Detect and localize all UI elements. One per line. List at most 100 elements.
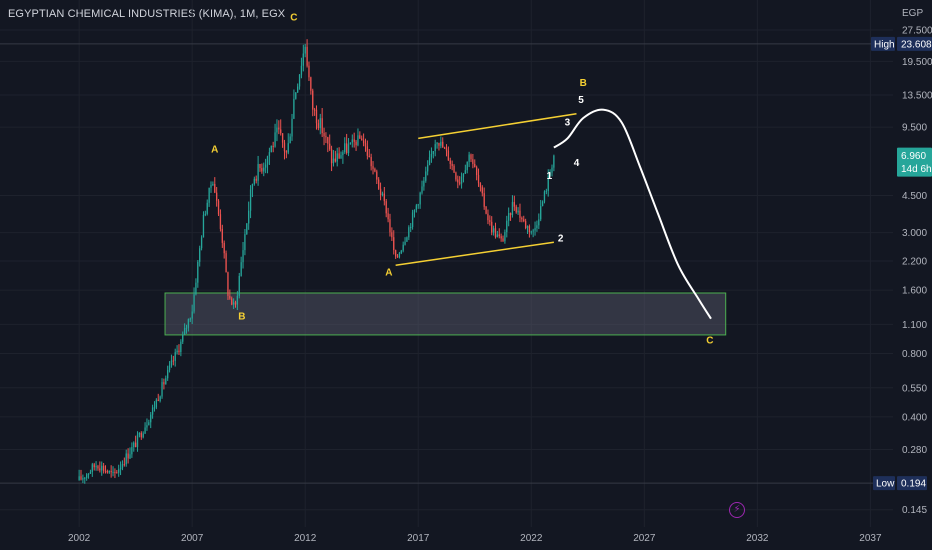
candle-body bbox=[82, 478, 84, 480]
candle-body bbox=[84, 477, 86, 479]
candle-body bbox=[131, 447, 133, 455]
candle-body bbox=[355, 141, 357, 146]
candle-body bbox=[325, 136, 327, 138]
candle-body bbox=[385, 201, 387, 214]
candle-body bbox=[438, 143, 440, 146]
candle-body bbox=[430, 153, 433, 158]
candle-body bbox=[483, 193, 485, 207]
candle-body bbox=[93, 464, 95, 468]
candle-body bbox=[144, 427, 146, 434]
candle-body bbox=[234, 302, 237, 305]
candle-body bbox=[278, 127, 280, 130]
candle-body bbox=[208, 187, 210, 203]
candle-body bbox=[387, 213, 389, 220]
y-tick-label: 27.500 bbox=[902, 25, 932, 36]
candle-body bbox=[215, 192, 218, 201]
y-tick-label: 0.550 bbox=[902, 383, 927, 394]
candle-body bbox=[300, 65, 303, 75]
candle-body bbox=[332, 158, 335, 164]
candle-body bbox=[462, 173, 465, 177]
candle-body bbox=[187, 319, 190, 328]
candle-body bbox=[411, 212, 414, 227]
candle-body bbox=[249, 189, 252, 211]
low-value: 0.194 bbox=[901, 479, 926, 490]
candle-body bbox=[302, 53, 304, 66]
candle-body bbox=[251, 183, 254, 190]
candle-body bbox=[161, 382, 163, 397]
candle-body bbox=[323, 133, 325, 137]
candle-body bbox=[114, 471, 116, 473]
candle-body bbox=[530, 231, 532, 233]
candle-body bbox=[238, 276, 240, 296]
wave-label-3: 3 bbox=[565, 117, 571, 128]
candle-body bbox=[146, 425, 148, 428]
x-tick-label: 2017 bbox=[407, 533, 430, 544]
candle-body bbox=[223, 242, 225, 254]
candle-body bbox=[151, 407, 154, 415]
candle-body bbox=[491, 221, 493, 233]
candle-body bbox=[242, 250, 244, 263]
projection-curve bbox=[553, 108, 712, 320]
candle-body bbox=[492, 228, 495, 233]
candle-body bbox=[359, 135, 361, 139]
candle-body bbox=[306, 46, 308, 66]
candle-body bbox=[342, 152, 344, 156]
candle-body bbox=[180, 341, 182, 352]
candle-body bbox=[419, 192, 421, 205]
candle-body bbox=[295, 92, 297, 99]
candle-body bbox=[280, 129, 282, 134]
candle-body bbox=[443, 147, 446, 149]
candle-body bbox=[468, 154, 470, 162]
candle-body bbox=[400, 250, 402, 254]
candle-body bbox=[140, 432, 142, 438]
candle-body bbox=[287, 143, 289, 153]
candlestick-series bbox=[78, 39, 555, 484]
candle-body bbox=[460, 176, 463, 184]
candle-body bbox=[272, 145, 274, 147]
candle-body bbox=[133, 442, 135, 448]
candle-body bbox=[86, 474, 88, 478]
wave-label-4: 4 bbox=[574, 158, 580, 169]
channel-lower-line bbox=[395, 241, 554, 266]
candle-body bbox=[547, 175, 549, 191]
candle-body bbox=[338, 153, 340, 159]
candle-body bbox=[148, 422, 150, 426]
candle-body bbox=[545, 190, 548, 192]
candle-body bbox=[334, 158, 337, 162]
candle-body bbox=[472, 159, 474, 164]
candle-body bbox=[182, 334, 184, 342]
candle-body bbox=[327, 137, 329, 144]
candle-body bbox=[357, 135, 359, 146]
high-label-badge bbox=[871, 36, 895, 51]
candle-body bbox=[204, 213, 207, 215]
y-tick-label: 3.000 bbox=[902, 228, 927, 239]
candle-body bbox=[125, 453, 127, 465]
candle-body bbox=[521, 217, 523, 220]
candle-body bbox=[191, 311, 193, 319]
wave-label-2: 2 bbox=[558, 234, 564, 245]
candle-body bbox=[413, 209, 416, 213]
current-price-badge bbox=[897, 147, 932, 177]
candle-body bbox=[481, 187, 483, 194]
lightning-icon[interactable]: ⚡ bbox=[729, 502, 745, 518]
candle-body bbox=[383, 193, 385, 202]
candle-body bbox=[434, 144, 436, 152]
candle-body bbox=[515, 206, 517, 213]
candle-body bbox=[398, 253, 401, 258]
candle-body bbox=[432, 151, 434, 154]
projection-path bbox=[553, 108, 712, 320]
candle-body bbox=[246, 223, 248, 235]
candle-body bbox=[523, 219, 525, 222]
candle-body bbox=[378, 179, 380, 189]
candle-body bbox=[508, 213, 510, 221]
candle-body bbox=[172, 360, 174, 362]
candle-body bbox=[406, 237, 408, 242]
candle-body bbox=[240, 262, 242, 277]
candle-body bbox=[372, 166, 374, 169]
candle-body bbox=[176, 350, 178, 353]
candle-body bbox=[391, 232, 393, 238]
x-tick-label: 2012 bbox=[294, 533, 317, 544]
candle-body bbox=[197, 261, 199, 283]
high-low-lines bbox=[0, 43, 893, 484]
